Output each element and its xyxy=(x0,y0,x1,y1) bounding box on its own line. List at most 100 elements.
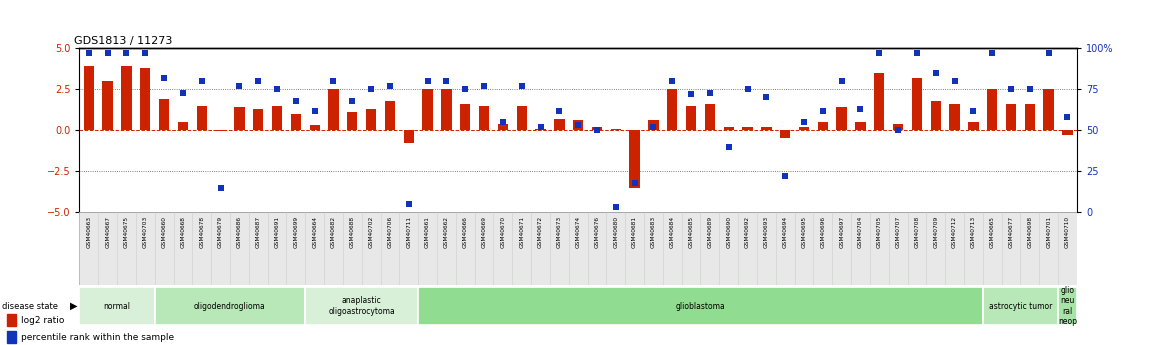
Point xyxy=(908,50,926,56)
Text: GSM40710: GSM40710 xyxy=(1065,216,1070,248)
Text: GSM40676: GSM40676 xyxy=(595,216,599,248)
Bar xyxy=(310,125,320,130)
Bar xyxy=(1006,104,1016,130)
Bar xyxy=(982,287,1058,325)
Text: GSM40669: GSM40669 xyxy=(481,216,487,248)
Text: GSM40689: GSM40689 xyxy=(708,216,712,248)
Point xyxy=(98,50,117,56)
Point xyxy=(362,87,381,92)
Point xyxy=(325,78,343,84)
Point xyxy=(381,83,399,89)
Point xyxy=(343,98,362,104)
Bar xyxy=(818,122,828,130)
Bar xyxy=(592,127,603,130)
Point xyxy=(945,78,964,84)
Text: GSM40708: GSM40708 xyxy=(915,216,919,248)
Point xyxy=(569,122,588,128)
Bar xyxy=(121,66,132,130)
Text: normal: normal xyxy=(104,302,131,311)
Bar xyxy=(442,89,452,130)
Point xyxy=(625,180,644,185)
Point xyxy=(155,75,174,81)
Text: GSM40693: GSM40693 xyxy=(764,216,769,248)
Point xyxy=(1058,115,1077,120)
Bar xyxy=(892,124,903,130)
Text: GSM40679: GSM40679 xyxy=(218,216,223,248)
Point xyxy=(663,78,682,84)
Point xyxy=(456,87,474,92)
Text: GSM40687: GSM40687 xyxy=(256,216,260,248)
Point xyxy=(813,108,832,113)
Text: GSM40675: GSM40675 xyxy=(124,216,128,248)
Text: GSM40709: GSM40709 xyxy=(933,216,938,248)
Text: anaplastic
oligoastrocytoma: anaplastic oligoastrocytoma xyxy=(328,296,395,316)
Text: GSM40704: GSM40704 xyxy=(858,216,863,248)
Bar xyxy=(215,130,225,131)
Text: GSM40672: GSM40672 xyxy=(538,216,543,248)
Point xyxy=(418,78,437,84)
Text: GSM40667: GSM40667 xyxy=(105,216,110,248)
Text: GSM40711: GSM40711 xyxy=(406,216,411,248)
Bar xyxy=(196,106,207,130)
Text: GSM40663: GSM40663 xyxy=(86,216,91,248)
Point xyxy=(889,128,908,133)
Text: glioblastoma: glioblastoma xyxy=(675,302,725,311)
Point xyxy=(550,108,569,113)
Bar xyxy=(611,129,621,130)
Bar xyxy=(912,78,922,130)
Bar xyxy=(516,106,527,130)
Bar xyxy=(554,119,564,130)
Text: GSM40682: GSM40682 xyxy=(331,216,336,248)
Point xyxy=(286,98,305,104)
Text: GSM40707: GSM40707 xyxy=(896,216,901,248)
Text: glio
neu
ral
neop: glio neu ral neop xyxy=(1058,286,1077,326)
Bar xyxy=(154,287,305,325)
Point xyxy=(117,50,135,56)
Text: GSM40713: GSM40713 xyxy=(971,216,976,248)
Point xyxy=(776,173,794,179)
Bar xyxy=(874,73,884,130)
Bar xyxy=(479,106,489,130)
Bar xyxy=(987,89,997,130)
Bar xyxy=(931,101,941,130)
Point xyxy=(399,201,418,207)
Text: GSM40703: GSM40703 xyxy=(142,216,148,248)
Bar xyxy=(418,287,982,325)
Text: GSM40677: GSM40677 xyxy=(1008,216,1014,248)
Point xyxy=(174,90,193,95)
Text: GSM40662: GSM40662 xyxy=(444,216,449,248)
Bar xyxy=(253,109,264,130)
Text: GSM40688: GSM40688 xyxy=(350,216,355,248)
Point xyxy=(870,50,889,56)
Point xyxy=(1002,87,1021,92)
Bar xyxy=(103,81,113,130)
Text: GSM40680: GSM40680 xyxy=(613,216,618,248)
Point xyxy=(644,124,662,130)
Bar xyxy=(347,112,357,130)
Text: GSM40664: GSM40664 xyxy=(312,216,318,248)
Text: GSM40690: GSM40690 xyxy=(726,216,731,248)
Point xyxy=(606,205,625,210)
Text: GSM40661: GSM40661 xyxy=(425,216,430,248)
Text: GSM40685: GSM40685 xyxy=(689,216,694,248)
Bar xyxy=(460,104,471,130)
Text: GSM40694: GSM40694 xyxy=(783,216,787,248)
Bar xyxy=(535,129,545,130)
Point xyxy=(1021,87,1040,92)
Bar xyxy=(7,331,15,343)
Bar xyxy=(1058,287,1077,325)
Bar xyxy=(968,122,979,130)
Text: GSM40666: GSM40666 xyxy=(463,216,467,248)
Text: GSM40702: GSM40702 xyxy=(369,216,374,248)
Point xyxy=(701,90,719,95)
Text: GSM40697: GSM40697 xyxy=(839,216,844,248)
Text: astrocytic tumor: astrocytic tumor xyxy=(989,302,1052,311)
Bar xyxy=(1024,104,1035,130)
Bar xyxy=(423,89,433,130)
Bar xyxy=(950,104,960,130)
Bar xyxy=(648,120,659,130)
Bar xyxy=(84,66,93,130)
Text: GSM40665: GSM40665 xyxy=(989,216,995,248)
Text: GSM40684: GSM40684 xyxy=(669,216,675,248)
Bar xyxy=(855,122,865,130)
